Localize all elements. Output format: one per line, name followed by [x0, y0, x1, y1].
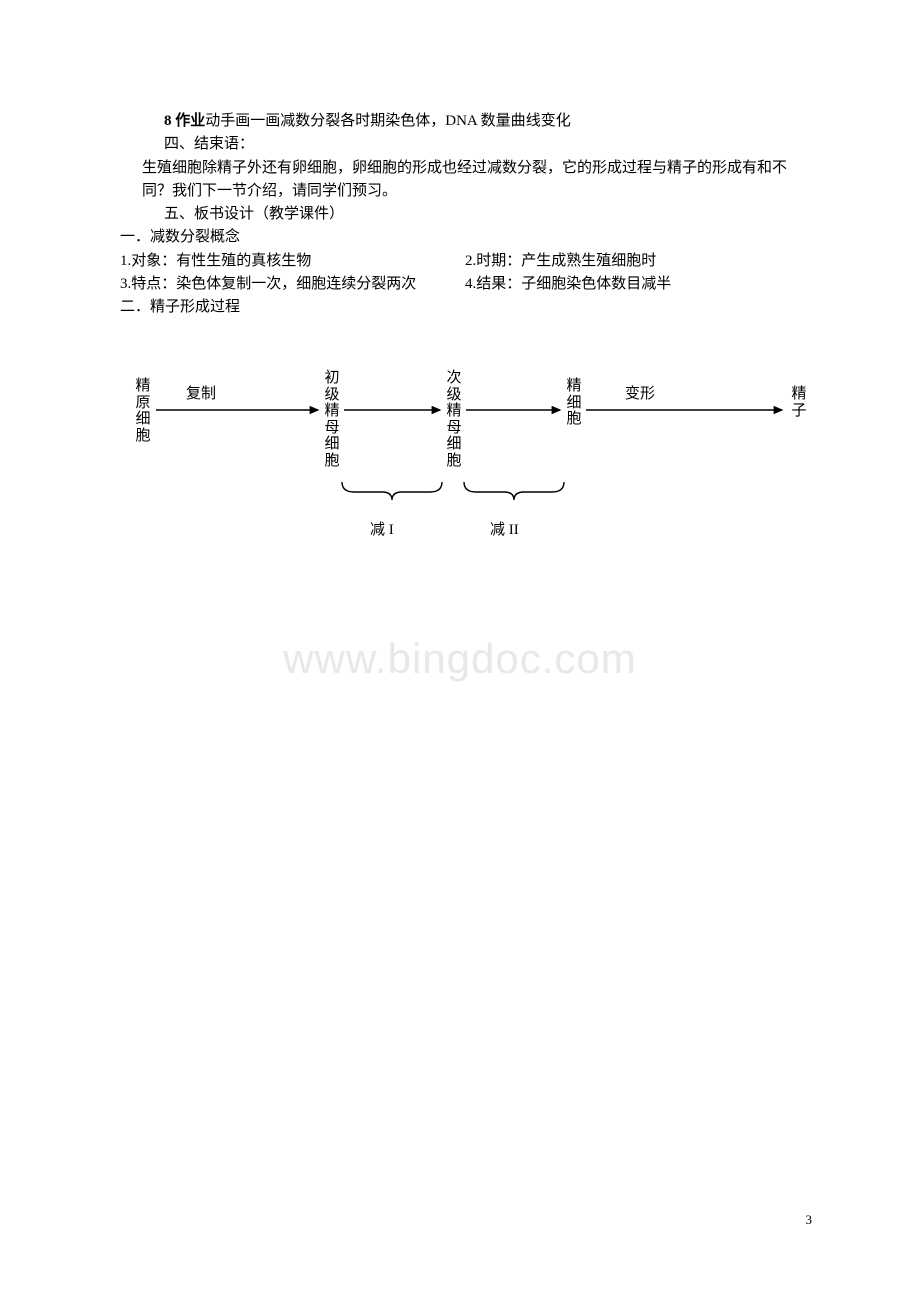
line-closing-head: 四、结束语：	[164, 133, 810, 156]
text-content: 8 作业动手画一画减数分裂各时期染色体，DNA 数量曲线变化 四、结束语： 生殖…	[120, 110, 810, 319]
diagram-brace-label: 减 II	[490, 518, 519, 539]
hw-prefix: 8 作业	[164, 113, 205, 129]
diagram-node: 次级精母细胞	[445, 370, 463, 469]
page-number: 3	[806, 1212, 813, 1228]
diagram-svg	[120, 360, 820, 590]
hw-rest: 动手画一画减数分裂各时期染色体，DNA 数量曲线变化	[205, 113, 570, 129]
line-board-head: 五、板书设计（教学课件）	[164, 203, 810, 226]
heading-concept: 一．减数分裂概念	[120, 226, 810, 249]
concept-4: 4.结果：子细胞染色体数目减半	[465, 273, 810, 296]
diagram-node: 精细胞	[565, 378, 583, 428]
diagram-arrow-label: 变形	[625, 382, 655, 403]
heading-process: 二．精子形成过程	[120, 296, 810, 319]
line-closing-body: 生殖细胞除精子外还有卵细胞，卵细胞的形成也经过减数分裂，它的形成过程与精子的形成…	[142, 157, 810, 204]
concept-row2: 3.特点：染色体复制一次，细胞连续分裂两次 4.结果：子细胞染色体数目减半	[120, 273, 810, 296]
diagram-node: 精原细胞	[134, 378, 152, 444]
concept-2: 2.时期：产生成熟生殖细胞时	[465, 250, 810, 273]
diagram-node: 精子	[790, 386, 808, 419]
concept-3: 3.特点：染色体复制一次，细胞连续分裂两次	[120, 273, 465, 296]
sperm-process-diagram: 精原细胞 初级精母细胞 次级精母细胞 精细胞 精子 复制 变形减 I 减 II	[120, 360, 820, 590]
watermark-text: www.bingdoc.com	[0, 635, 920, 683]
diagram-node: 初级精母细胞	[323, 370, 341, 469]
diagram-brace-label: 减 I	[370, 518, 394, 539]
line-homework: 8 作业动手画一画减数分裂各时期染色体，DNA 数量曲线变化	[164, 110, 810, 133]
concept-1: 1.对象：有性生殖的真核生物	[120, 250, 465, 273]
concept-row1: 1.对象：有性生殖的真核生物 2.时期：产生成熟生殖细胞时	[120, 250, 810, 273]
diagram-arrow-label: 复制	[186, 382, 216, 403]
page: 8 作业动手画一画减数分裂各时期染色体，DNA 数量曲线变化 四、结束语： 生殖…	[0, 0, 920, 1302]
